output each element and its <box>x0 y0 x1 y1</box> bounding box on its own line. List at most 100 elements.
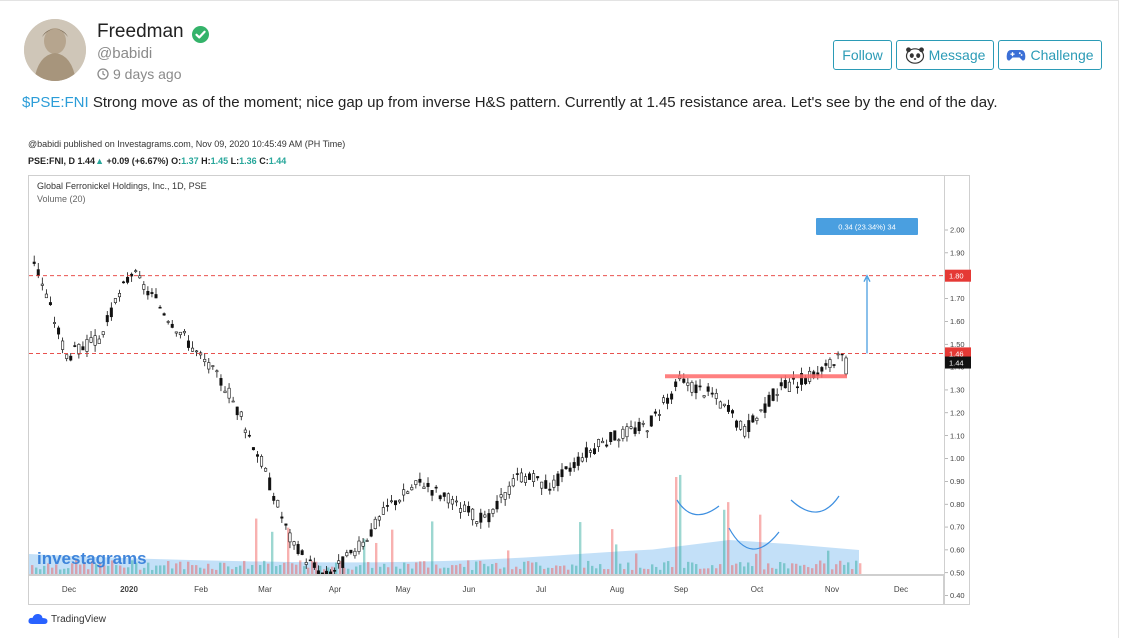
candle-body <box>548 488 552 491</box>
volume-bar <box>839 560 842 574</box>
volume-bar <box>231 569 234 574</box>
volume-bar <box>483 563 486 574</box>
candle-body <box>385 505 389 507</box>
candle-body <box>333 569 337 572</box>
candle-body <box>44 293 48 299</box>
candle-body <box>48 302 52 306</box>
candle-body <box>199 352 203 356</box>
time-tick-label: May <box>395 585 411 594</box>
volume-bar <box>819 560 822 574</box>
candle-body <box>410 487 414 491</box>
volume-bar <box>699 568 702 574</box>
candle-body <box>57 327 61 335</box>
volume-bar <box>67 568 70 574</box>
volume-bar <box>623 569 626 574</box>
volume-bar <box>363 538 366 574</box>
volume-bar <box>203 568 206 574</box>
candle-body <box>316 570 320 574</box>
volume-bar <box>759 514 762 574</box>
candle-body <box>394 500 398 506</box>
price-tag-180-bg <box>945 269 971 282</box>
time-tick-label: Sep <box>673 585 689 594</box>
ohlc-last: 1.44 <box>77 156 96 166</box>
price-tick-label: 1.70 <box>950 294 965 303</box>
author-name[interactable]: Freedman <box>97 21 184 42</box>
candle-body <box>138 275 142 279</box>
candle-body <box>162 313 166 316</box>
volume-bar <box>787 568 790 574</box>
volume-bar <box>303 566 306 574</box>
time-axis: Dec 2020 Feb Mar Apr May Jun Jul Aug Sep Oct Nov Dec <box>28 575 944 605</box>
candle-body <box>657 414 661 416</box>
author-handle[interactable]: @babidi <box>97 45 153 62</box>
tradingview-logo[interactable]: TradingView <box>28 613 106 625</box>
candle-body <box>211 365 215 367</box>
candle-body <box>105 315 109 323</box>
candle-body <box>422 486 426 489</box>
volume-bar <box>79 564 82 574</box>
candle-body <box>117 293 121 298</box>
volume-bar <box>707 568 710 574</box>
candle-body <box>276 500 280 508</box>
candle-body <box>32 261 36 264</box>
volume-bar <box>847 562 850 574</box>
volume-bar <box>771 567 774 574</box>
candles-layer <box>32 255 848 574</box>
candle-body <box>588 450 592 453</box>
candle-body <box>268 477 272 491</box>
candle-body <box>235 406 239 416</box>
time-tick-label: Jun <box>462 585 476 594</box>
candle-body <box>483 514 487 518</box>
volume-bar <box>295 564 298 574</box>
volume-bar <box>603 569 606 574</box>
volume-bar <box>191 565 194 574</box>
volume-bar <box>647 569 650 574</box>
ticker-link[interactable]: $PSE:FNI <box>22 94 89 111</box>
volume-bar <box>383 563 386 574</box>
time-tick-label: 2020 <box>120 585 138 594</box>
volume-bar <box>511 569 514 574</box>
measure-label-box <box>816 218 918 235</box>
volume-bar <box>399 568 402 574</box>
candle-body <box>471 508 475 521</box>
volume-bar <box>687 561 690 574</box>
candle-body <box>247 434 251 437</box>
investagrams-watermark: investagrams <box>37 549 147 568</box>
volume-bar <box>347 568 350 574</box>
candle-body <box>325 570 329 574</box>
volume-bar <box>807 567 810 574</box>
candle-body <box>540 481 544 489</box>
candle-body <box>113 298 117 303</box>
volume-bar <box>175 563 178 574</box>
candle-body <box>260 456 264 467</box>
volume-bar <box>275 566 278 574</box>
candle-body <box>353 550 357 557</box>
price-tick-label: 1.10 <box>950 431 965 440</box>
volume-bar <box>87 569 90 574</box>
volume-bar <box>435 564 438 574</box>
price-tag-last-bg <box>945 356 971 369</box>
volume-bar <box>271 531 274 574</box>
volume-bar <box>683 567 686 574</box>
chart-image[interactable]: @babidi published on Investagrams.com, N… <box>24 133 974 633</box>
candle-body <box>418 478 422 483</box>
challenge-button[interactable]: Challenge <box>998 40 1102 70</box>
candle-body <box>264 467 268 472</box>
gamepad-icon <box>1007 50 1026 61</box>
ohlc-change: +0.09 (+6.67%) <box>106 156 169 166</box>
candle-body <box>771 388 775 401</box>
candle-body <box>170 323 174 328</box>
follow-button[interactable]: Follow <box>833 40 892 70</box>
volume-bar <box>715 568 718 574</box>
message-button[interactable]: Message <box>896 40 994 70</box>
avatar[interactable] <box>24 19 86 81</box>
volume-bar <box>339 560 342 574</box>
volume-bar <box>47 563 50 574</box>
volume-bar <box>671 567 674 574</box>
candle-body <box>430 490 434 496</box>
volume-bar <box>83 562 86 574</box>
candle-body <box>65 354 69 359</box>
candle-body <box>203 359 207 363</box>
volume-bar <box>379 566 382 574</box>
candle-body <box>345 552 349 557</box>
